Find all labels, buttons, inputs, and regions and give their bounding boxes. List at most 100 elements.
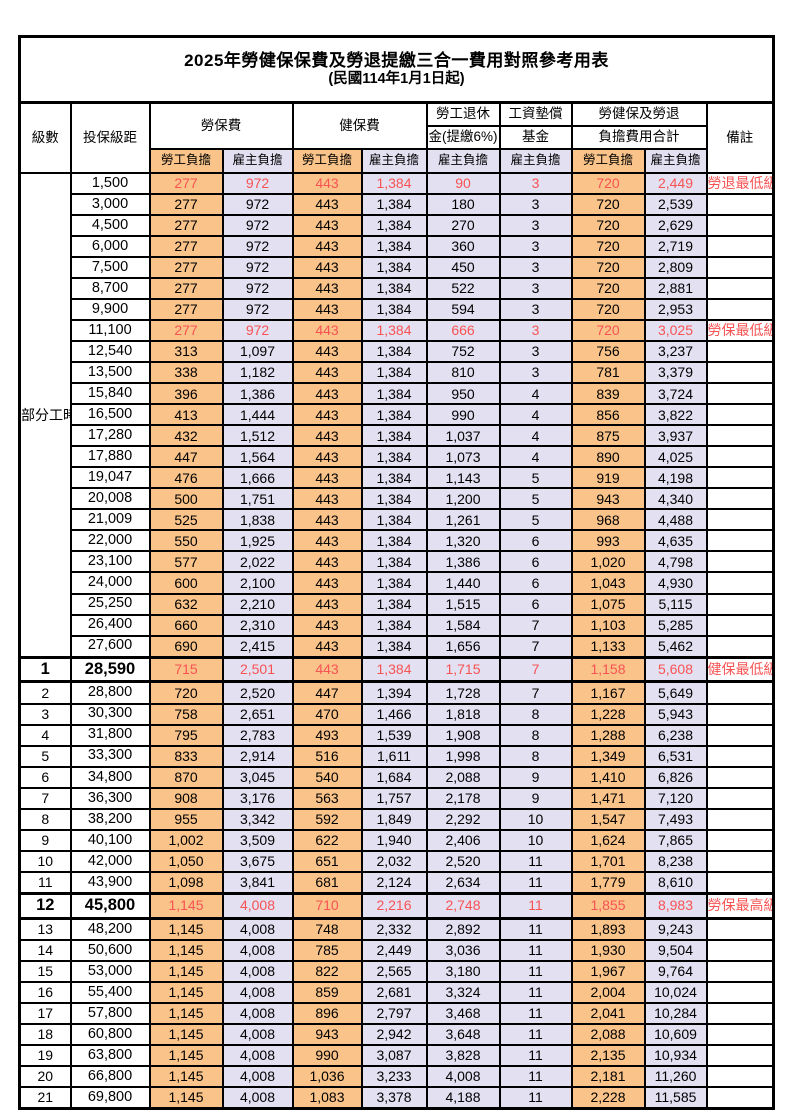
fund-cell: 11 — [498, 938, 573, 962]
table-row: 26,400 660 2,310 443 1,384 1,584 7 1,103 5,285 — [20, 613, 775, 637]
hi-e-cell: 1,384 — [360, 571, 428, 595]
hi-w-cell: 1,083 — [291, 1085, 363, 1110]
bracket-cell: 27,600 — [69, 634, 151, 659]
bracket-cell: 34,800 — [69, 765, 151, 789]
tot-w-cell: 2,041 — [570, 1001, 646, 1025]
pension-cell: 4,008 — [425, 1064, 501, 1088]
hi-e-cell: 2,124 — [360, 870, 428, 895]
level-cell: 17 — [18, 1001, 72, 1025]
bracket-cell: 12,540 — [69, 340, 151, 364]
table-row: 25,250 632 2,210 443 1,384 1,515 6 1,075 5,115 — [20, 592, 775, 616]
pension-cell: 752 — [425, 340, 501, 364]
table-row: 11 43,900 1,098 3,841 681 2,124 2,634 11 1,779 8,… — [18, 870, 775, 895]
remark-cell — [705, 298, 775, 322]
tot-w-cell: 1,158 — [570, 655, 646, 684]
remark-cell — [705, 870, 775, 895]
hi-e-cell: 1,384 — [360, 403, 428, 427]
remark-cell — [705, 723, 775, 747]
remark-cell — [705, 466, 775, 490]
bracket-cell: 4,500 — [69, 214, 151, 238]
pension-cell: 810 — [425, 361, 501, 385]
remark-cell — [705, 1001, 775, 1025]
li-w-cell: 277 — [148, 172, 224, 196]
fund-cell: 11 — [498, 1022, 573, 1046]
tot-w-cell: 1,410 — [570, 765, 646, 789]
hi-e-cell: 2,942 — [360, 1022, 428, 1046]
li-w-cell: 396 — [148, 382, 224, 406]
bracket-cell: 20,008 — [69, 487, 151, 511]
hi-e-cell: 1,384 — [360, 508, 428, 532]
col-header-remark: 備註 — [705, 101, 775, 175]
pension-cell: 1,998 — [425, 744, 501, 768]
remark-cell — [705, 980, 775, 1004]
remark-cell — [705, 403, 775, 427]
li-e-cell: 972 — [221, 172, 294, 196]
li-w-cell: 413 — [148, 403, 224, 427]
li-w-cell: 600 — [148, 571, 224, 595]
pension-cell: 3,180 — [425, 959, 501, 983]
tot-w-cell: 993 — [570, 529, 646, 553]
table-row: 21 69,800 1,145 4,008 1,083 3,378 4,188 11 2,228… — [18, 1085, 775, 1110]
tot-e-cell: 10,934 — [643, 1043, 708, 1067]
hi-e-cell: 1,757 — [360, 786, 428, 810]
pension-cell: 1,037 — [425, 424, 501, 448]
col-header-wage-fund-line2: 基金 — [498, 124, 573, 150]
hi-e-cell: 3,378 — [360, 1085, 428, 1110]
li-e-cell: 1,564 — [221, 445, 294, 469]
hi-w-cell: 540 — [291, 765, 363, 789]
li-w-cell: 277 — [148, 256, 224, 280]
level-cell: 10 — [18, 849, 72, 873]
li-w-cell: 720 — [148, 680, 224, 705]
li-e-cell: 972 — [221, 193, 294, 217]
level-cell: 5 — [18, 744, 72, 768]
li-e-cell: 4,008 — [221, 1001, 294, 1025]
remark-cell — [705, 765, 775, 789]
li-e-cell: 972 — [221, 319, 294, 343]
remark-cell — [705, 828, 775, 852]
fund-cell: 8 — [498, 744, 573, 768]
fund-cell: 9 — [498, 765, 573, 789]
li-e-cell: 1,751 — [221, 487, 294, 511]
li-e-cell: 1,925 — [221, 529, 294, 553]
hi-w-cell: 443 — [291, 613, 363, 637]
bracket-cell: 28,590 — [69, 655, 151, 684]
bracket-cell: 16,500 — [69, 403, 151, 427]
bracket-cell: 38,200 — [69, 807, 151, 831]
subheader-labor-employer: 雇主負擔 — [221, 147, 294, 175]
hi-w-cell: 443 — [291, 214, 363, 238]
remark-cell — [705, 959, 775, 983]
hi-e-cell: 1,384 — [360, 529, 428, 553]
li-e-cell: 2,651 — [221, 702, 294, 726]
remark-cell — [705, 445, 775, 469]
bracket-cell: 63,800 — [69, 1043, 151, 1067]
premium-reference-table: 2025年勞健保保費及勞退提繳三合一費用對照參考用表 (民國114年1月1日起)… — [18, 35, 776, 1110]
table-row: 17,880 447 1,564 443 1,384 1,073 4 890 4,025 — [20, 445, 775, 469]
hi-e-cell: 1,384 — [360, 193, 428, 217]
pension-cell: 1,073 — [425, 445, 501, 469]
li-e-cell: 3,509 — [221, 828, 294, 852]
subheader-fund-employer: 雇主負擔 — [498, 147, 573, 175]
remark-cell — [705, 424, 775, 448]
tot-w-cell: 2,181 — [570, 1064, 646, 1088]
li-w-cell: 870 — [148, 765, 224, 789]
bracket-cell: 17,880 — [69, 445, 151, 469]
tot-e-cell: 2,809 — [643, 256, 708, 280]
li-w-cell: 833 — [148, 744, 224, 768]
hi-w-cell: 859 — [291, 980, 363, 1004]
li-e-cell: 4,008 — [221, 959, 294, 983]
tot-w-cell: 943 — [570, 487, 646, 511]
bracket-cell: 19,047 — [69, 466, 151, 490]
pension-cell: 2,748 — [425, 891, 501, 920]
li-e-cell: 4,008 — [221, 917, 294, 941]
level-cell: 8 — [18, 807, 72, 831]
hi-e-cell: 2,565 — [360, 959, 428, 983]
pension-cell: 1,818 — [425, 702, 501, 726]
col-header-total-line1: 勞健保及勞退 — [570, 101, 708, 127]
li-w-cell: 690 — [148, 634, 224, 659]
remark-cell — [705, 680, 775, 705]
header-row-3: 勞工負擔 雇主負擔 勞工負擔 雇主負擔 雇主負擔 雇主負擔 勞工負擔 雇主負擔 — [20, 147, 774, 175]
li-w-cell: 1,002 — [148, 828, 224, 852]
hi-w-cell: 822 — [291, 959, 363, 983]
tot-w-cell: 1,020 — [570, 550, 646, 574]
pension-cell: 180 — [425, 193, 501, 217]
